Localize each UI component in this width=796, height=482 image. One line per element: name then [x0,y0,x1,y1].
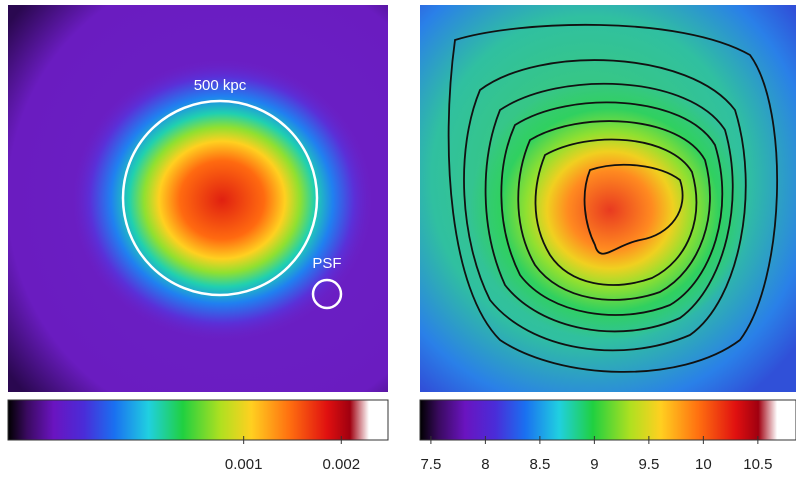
right-map [420,5,796,392]
emission [72,60,372,340]
colorbar [419,399,796,441]
radius-circle [121,99,319,297]
colorbar [7,399,389,441]
tick-label: 7.5 [420,456,441,473]
tick-label: 9.5 [638,456,659,473]
tick-label: 9 [590,456,598,473]
tick-label: 0.001 [225,456,263,473]
tick-label: 0.002 [323,456,361,473]
annotation: 500 kpc [194,77,247,94]
tick-label: 8.5 [529,456,550,473]
psf-circle [311,278,343,310]
temperature [470,80,750,340]
contours [447,23,779,373]
annotation: PSF [312,255,341,272]
left-map: 500 kpc PSF [8,5,388,392]
tick-label: 10 [695,456,712,473]
tick-label: 10.5 [743,456,772,473]
tick-label: 8 [481,456,489,473]
